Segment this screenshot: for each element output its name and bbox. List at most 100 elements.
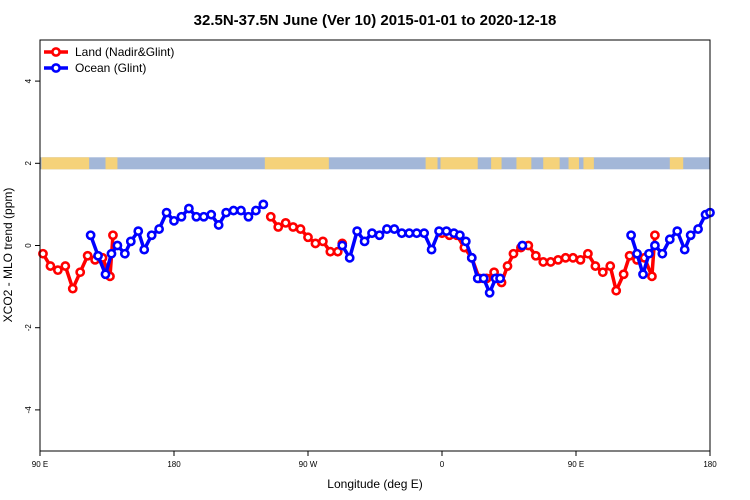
data-point bbox=[367, 228, 377, 239]
data-point bbox=[228, 205, 239, 216]
data-point bbox=[605, 261, 616, 271]
data-point bbox=[45, 261, 56, 271]
land-segment bbox=[425, 157, 438, 170]
data-point bbox=[183, 203, 194, 214]
data-point bbox=[52, 265, 63, 276]
y-tick-label: -2 bbox=[24, 324, 33, 332]
data-point bbox=[460, 236, 471, 247]
data-point bbox=[206, 209, 217, 220]
data-point bbox=[317, 236, 328, 247]
x-tick-label: 90 E bbox=[568, 460, 584, 469]
data-point bbox=[404, 228, 415, 239]
land-segment bbox=[568, 157, 579, 170]
data-point bbox=[310, 238, 321, 249]
data-point bbox=[325, 246, 336, 257]
land-segment bbox=[669, 157, 684, 170]
y-axis-label: XCO2 - MLO trend (ppm) bbox=[1, 188, 15, 323]
data-point bbox=[112, 240, 123, 251]
data-point bbox=[478, 273, 489, 284]
data-point bbox=[100, 269, 111, 280]
data-point bbox=[583, 248, 593, 259]
data-point bbox=[679, 244, 690, 255]
data-point bbox=[434, 226, 444, 237]
data-point bbox=[221, 207, 232, 218]
land-segment bbox=[105, 157, 118, 170]
data-point bbox=[685, 230, 696, 241]
data-point bbox=[337, 240, 348, 251]
data-point bbox=[161, 207, 172, 218]
data-point bbox=[125, 236, 136, 247]
data-point bbox=[538, 257, 549, 267]
data-point bbox=[75, 267, 86, 278]
data-point bbox=[258, 199, 269, 210]
legend: Land (Nadir&Glint) Ocean (Glint) bbox=[44, 45, 174, 75]
land-segment bbox=[543, 157, 560, 170]
land-segment bbox=[516, 157, 532, 170]
data-point bbox=[441, 226, 452, 237]
data-point bbox=[374, 230, 385, 241]
data-point bbox=[672, 226, 683, 237]
data-point bbox=[352, 226, 363, 237]
data-point bbox=[250, 205, 261, 216]
data-point bbox=[82, 250, 93, 261]
data-point bbox=[295, 224, 306, 234]
data-point bbox=[38, 248, 48, 259]
data-point bbox=[657, 248, 668, 259]
legend-marker bbox=[51, 47, 61, 57]
data-point bbox=[597, 267, 608, 278]
data-point bbox=[647, 271, 657, 282]
data-point bbox=[344, 252, 355, 263]
legend-marker bbox=[51, 63, 61, 73]
x-tick-label: 0 bbox=[440, 460, 445, 469]
data-point bbox=[560, 252, 571, 263]
data-point bbox=[396, 228, 407, 239]
data-point bbox=[664, 234, 675, 245]
data-point bbox=[611, 285, 622, 296]
data-point bbox=[154, 224, 165, 234]
data-point bbox=[626, 230, 636, 241]
data-point bbox=[176, 211, 187, 222]
data-point bbox=[495, 273, 505, 284]
data-point bbox=[618, 269, 629, 280]
data-point bbox=[265, 211, 276, 222]
series-layer bbox=[38, 199, 715, 298]
land-segment bbox=[440, 157, 478, 170]
data-point bbox=[650, 230, 660, 241]
data-point bbox=[484, 287, 495, 298]
y-tick-label: 4 bbox=[24, 78, 33, 83]
data-point bbox=[502, 261, 513, 271]
y-axis: -4 -2 0 2 4 bbox=[24, 78, 40, 413]
y-tick-label: 0 bbox=[24, 243, 33, 248]
x-tick-label: 90 W bbox=[299, 460, 318, 469]
data-point bbox=[146, 230, 157, 241]
land-segment bbox=[264, 157, 329, 170]
data-point bbox=[67, 283, 78, 294]
data-point bbox=[106, 248, 117, 259]
data-point bbox=[693, 224, 703, 234]
data-point bbox=[139, 244, 150, 255]
data-point bbox=[273, 222, 284, 232]
data-point bbox=[191, 211, 202, 222]
land-ocean-strip bbox=[40, 157, 710, 170]
land-segment bbox=[41, 157, 90, 170]
data-point bbox=[198, 211, 209, 222]
data-point bbox=[169, 215, 179, 226]
data-point bbox=[288, 222, 299, 232]
data-point bbox=[644, 248, 654, 259]
data-point bbox=[624, 250, 635, 261]
data-point bbox=[650, 240, 660, 251]
ocean-strip bbox=[40, 157, 710, 170]
data-point bbox=[419, 228, 430, 239]
x-tick-label: 180 bbox=[167, 460, 181, 469]
x-tick-label: 180 bbox=[703, 460, 717, 469]
data-point bbox=[382, 224, 392, 234]
x-axis-label: Longitude (deg E) bbox=[327, 477, 422, 491]
data-point bbox=[590, 261, 601, 271]
data-point bbox=[575, 254, 586, 265]
data-point bbox=[508, 248, 519, 259]
data-point bbox=[332, 246, 343, 257]
data-point bbox=[280, 217, 291, 228]
data-point bbox=[426, 244, 437, 255]
data-point bbox=[236, 205, 246, 216]
data-point bbox=[638, 269, 648, 280]
